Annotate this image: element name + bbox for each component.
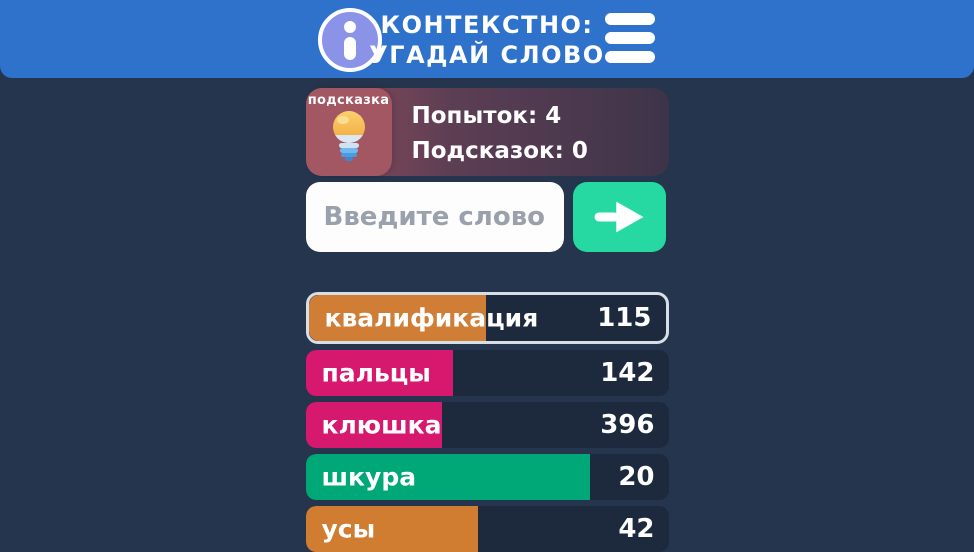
hamburger-bar [605, 13, 655, 25]
attempts-count: Попыток: 4 [411, 103, 562, 129]
guess-word: пальцы [321, 358, 431, 388]
page-title: КОНТЕКСТНО: УГАДАЙ СЛОВО [0, 10, 974, 70]
rank-bar [305, 402, 443, 448]
hamburger-menu-icon[interactable] [605, 13, 655, 63]
arrow-right-icon [594, 201, 644, 233]
guess-word: шкура [321, 462, 417, 492]
page-title-line2: УГАДАЙ СЛОВО [369, 41, 605, 69]
hint-panel: подсказка Попыток: 4 Под [305, 88, 669, 176]
guess-word: клюшка [321, 410, 442, 440]
guess-rank: 20 [618, 462, 655, 492]
guess-row: клюшка 396 [305, 402, 669, 448]
guess-row: усы 42 [305, 506, 669, 552]
rank-bar [308, 295, 486, 341]
hint-stats: Попыток: 4 Подсказок: 0 [412, 99, 588, 169]
guess-rank: 42 [618, 514, 655, 544]
lightbulb-icon [332, 111, 365, 161]
info-icon[interactable] [318, 8, 382, 72]
game-column: подсказка Попыток: 4 Под [305, 88, 669, 552]
submit-button[interactable] [572, 182, 666, 252]
rank-bar [305, 454, 591, 500]
hamburger-bar [605, 32, 655, 44]
hint-button[interactable]: подсказка [305, 88, 392, 176]
rank-bar [305, 350, 453, 396]
guess-rank: 115 [597, 303, 652, 333]
hint-button-label: подсказка [307, 93, 390, 108]
app-header: КОНТЕКСТНО: УГАДАЙ СЛОВО [0, 0, 974, 78]
info-icon-dot [344, 21, 356, 33]
guess-row: пальцы 142 [305, 350, 669, 396]
guess-row-current: квалификация 115 [305, 292, 669, 344]
hints-count: Подсказок: 0 [411, 138, 588, 164]
rank-bar [305, 506, 478, 552]
guess-rank: 396 [600, 410, 655, 440]
guess-word: усы [321, 514, 376, 544]
guess-rank: 142 [600, 358, 655, 388]
guess-form [305, 182, 669, 252]
guess-list: квалификация 115 пальцы 142 клюшка 396 ш… [305, 292, 669, 552]
guess-row: шкура 20 [305, 454, 669, 500]
word-input[interactable] [305, 182, 564, 252]
guess-word: квалификация [324, 303, 539, 333]
info-icon-stem [344, 37, 356, 60]
page-title-line1: КОНТЕКСТНО: [380, 11, 594, 39]
hamburger-bar [605, 51, 655, 63]
